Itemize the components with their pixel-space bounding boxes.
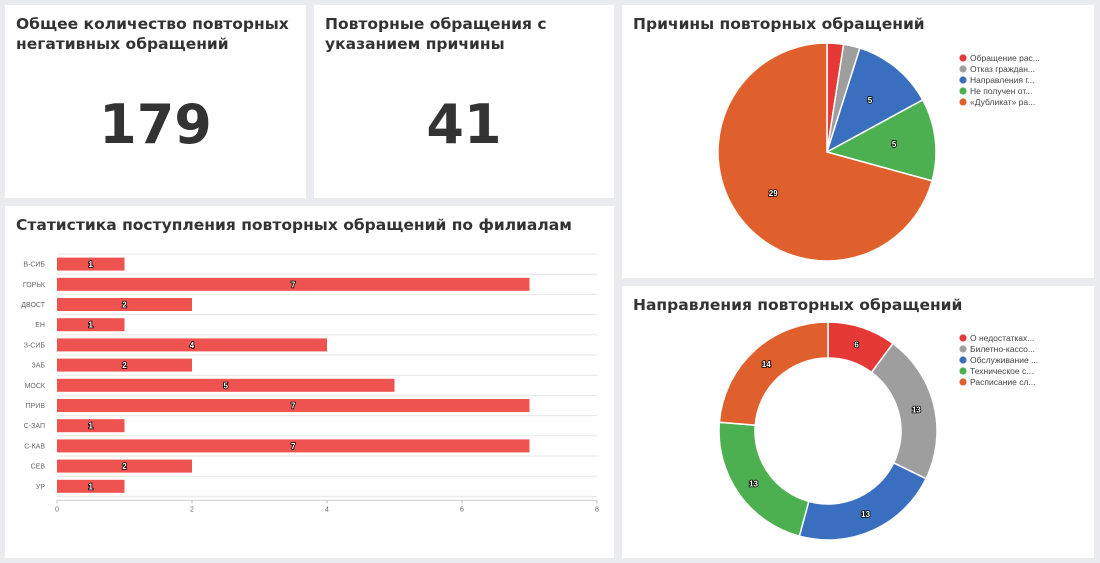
kpi-reasons-value: 41 bbox=[426, 93, 502, 156]
x-tick-label: 0 bbox=[55, 506, 59, 513]
bar-value-label: 1 bbox=[89, 482, 94, 491]
bar[interactable] bbox=[57, 378, 395, 392]
slice-value-label: 13 bbox=[749, 479, 758, 488]
bar-value-label: 2 bbox=[122, 361, 127, 370]
legend-marker bbox=[959, 356, 967, 364]
legend-item[interactable]: Отказ граждан... bbox=[970, 64, 1035, 74]
reasons-card: Причины повторных обращений 5 5 29 Обращени… bbox=[622, 5, 1094, 278]
bar-value-label: 7 bbox=[291, 402, 296, 411]
kpi-total-value: 179 bbox=[99, 93, 212, 156]
legend-item[interactable]: О недостатках... bbox=[970, 333, 1034, 343]
bar[interactable] bbox=[57, 338, 327, 352]
bar-value-label: 2 bbox=[122, 462, 127, 471]
reasons-pie-chart: 5 5 29 Обращение рас...Отказ граждан...Напр… bbox=[717, 42, 1040, 262]
bar[interactable] bbox=[57, 419, 125, 433]
slice-value-label: 14 bbox=[762, 360, 771, 369]
directions-card: Направления повторных обращений 6 13 13 13 1… bbox=[622, 286, 1094, 558]
x-tick-label: 8 bbox=[595, 506, 599, 513]
legend-marker bbox=[959, 98, 967, 106]
directions-title: Направления повторных обращений bbox=[633, 296, 963, 314]
x-tick-label: 4 bbox=[325, 506, 329, 513]
legend-item[interactable]: Билетно-кассо... bbox=[970, 344, 1035, 354]
legend-item[interactable]: Обслуживание ... bbox=[970, 355, 1038, 365]
slice-value-label: 6 bbox=[854, 341, 859, 350]
bar[interactable] bbox=[57, 318, 125, 332]
bar-value-label: 7 bbox=[291, 280, 296, 289]
category-label: ДВОСТ bbox=[21, 302, 45, 309]
legend-marker bbox=[959, 378, 967, 386]
category-label: МОСК bbox=[25, 383, 46, 390]
legend-item[interactable]: «Дубликат» ра... bbox=[970, 97, 1035, 107]
slice[interactable] bbox=[798, 461, 928, 541]
legend-item[interactable]: Не получен от... bbox=[970, 86, 1032, 96]
category-label: УР bbox=[36, 484, 45, 491]
bar[interactable] bbox=[57, 399, 530, 412]
legend-marker bbox=[959, 54, 967, 62]
category-label: ЕН bbox=[35, 322, 45, 329]
bar[interactable] bbox=[57, 277, 530, 291]
bar[interactable] bbox=[57, 439, 530, 453]
slice-value-label: 13 bbox=[912, 405, 921, 414]
bar[interactable] bbox=[57, 479, 125, 493]
category-label: С-ЗАП bbox=[24, 423, 45, 430]
directions-donut-chart: 6 13 13 13 14 О недостатках...Билетно-кассо..… bbox=[718, 321, 1038, 541]
bar-value-label: 1 bbox=[89, 321, 94, 330]
legend-marker bbox=[959, 334, 967, 342]
slice-value-label: 5 bbox=[892, 140, 897, 149]
slice[interactable] bbox=[825, 47, 924, 154]
category-label: ГОРЬК bbox=[23, 282, 46, 289]
kpi-reasons-card: Повторные обращения с указанием причины … bbox=[314, 5, 614, 198]
bar-value-label: 1 bbox=[89, 422, 94, 431]
slice[interactable] bbox=[825, 98, 937, 182]
branches-bar-chart: 0 2 4 6 8 В-СИБ 1 ГОРЬК 7 ДВОСТ 2 ЕН 1 З-СИБ 4 ЗАБ 2 МОСК… bbox=[21, 253, 599, 513]
x-tick-label: 2 bbox=[190, 506, 194, 513]
category-label: ПРИВ bbox=[26, 403, 46, 410]
legend-marker bbox=[959, 367, 967, 375]
bar[interactable] bbox=[57, 257, 125, 271]
slice-value-label: 13 bbox=[861, 510, 870, 519]
branches-title: Статистика поступления повторных обращен… bbox=[16, 216, 572, 234]
slice[interactable] bbox=[717, 42, 934, 262]
legend-marker bbox=[959, 65, 967, 73]
bar[interactable] bbox=[57, 358, 192, 372]
legend-item[interactable]: Расписание сл... bbox=[970, 377, 1036, 387]
slice-value-label: 5 bbox=[868, 96, 873, 105]
x-tick-label: 6 bbox=[460, 506, 464, 513]
legend-item[interactable]: Обращение рас... bbox=[970, 53, 1040, 63]
legend-marker bbox=[959, 345, 967, 353]
bar-value-label: 4 bbox=[190, 341, 195, 350]
legend-marker bbox=[959, 76, 967, 84]
bar[interactable] bbox=[57, 298, 192, 311]
legend-marker bbox=[959, 87, 967, 95]
bar-value-label: 1 bbox=[89, 260, 94, 269]
category-label: В-СИБ bbox=[23, 262, 45, 269]
branches-card: Статистика поступления повторных обращен… bbox=[5, 206, 614, 558]
slice[interactable] bbox=[718, 321, 829, 426]
bar-value-label: 7 bbox=[291, 442, 296, 451]
kpi-reasons-title: Повторные обращения с указанием причины bbox=[325, 15, 547, 53]
bar[interactable] bbox=[57, 459, 192, 473]
category-label: З-СИБ bbox=[24, 342, 46, 349]
category-label: СЕВ bbox=[31, 464, 46, 471]
slice[interactable] bbox=[870, 342, 938, 480]
reasons-title: Причины повторных обращений bbox=[633, 15, 925, 33]
kpi-total-title: Общее количество повторных негативных об… bbox=[16, 15, 289, 53]
legend-item[interactable]: Техническое с... bbox=[970, 366, 1033, 376]
slice[interactable] bbox=[718, 421, 810, 538]
bar-value-label: 5 bbox=[224, 381, 229, 390]
slice-value-label: 29 bbox=[769, 189, 778, 198]
category-label: С-КАВ bbox=[24, 443, 45, 450]
kpi-total-card: Общее количество повторных негативных об… bbox=[5, 5, 306, 198]
legend-item[interactable]: Направления г... bbox=[970, 75, 1035, 85]
bar-value-label: 2 bbox=[122, 301, 127, 310]
category-label: ЗАБ bbox=[32, 363, 46, 370]
